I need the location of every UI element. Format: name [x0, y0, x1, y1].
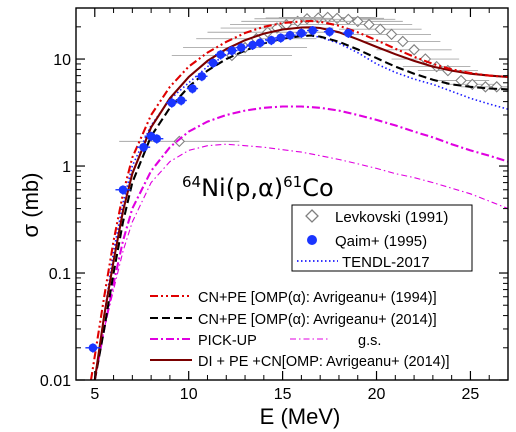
legend-dipecn-label: DI + PE +CN[OMP: Avrigeanu+ (2014)]: [198, 354, 450, 370]
legend-qaim-label: Qaim+ (1995): [335, 233, 427, 250]
reaction-product-mass: 61: [283, 173, 302, 191]
levkovski-point: [374, 23, 387, 36]
legend-top-box: [291, 204, 473, 272]
qaim-point: [197, 71, 207, 81]
qaim-point: [188, 84, 197, 93]
qaim-point: [167, 98, 177, 108]
reaction-label: 64Ni(p,α)61Co: [182, 173, 334, 202]
legend-levkovski-label: Levkovski (1991): [335, 209, 448, 226]
qaim-point: [236, 43, 246, 52]
qaim-point: [152, 134, 162, 144]
qaim-point: [267, 35, 276, 45]
levkovski-point: [408, 44, 420, 56]
qaim-point: [325, 27, 334, 37]
qaim-point: [276, 33, 286, 43]
x-tick-label: 15: [274, 386, 292, 403]
legend-top: Levkovski (1991) Qaim+ (1995) TENDL-2017: [291, 204, 473, 272]
qaim-point: [88, 343, 98, 353]
y-tick-label: 1: [62, 159, 71, 176]
reaction-prefix-mass: 64: [182, 173, 201, 191]
y-tick-label: 10: [53, 52, 71, 69]
plot-frame: [75, 7, 509, 381]
curve-cn-pe-omp-avrigeanu-1994-: [89, 19, 508, 380]
x-tick-label: 10: [180, 386, 198, 403]
x-tick-label: 20: [368, 386, 386, 403]
legend-cnpe1994-label: CN+PE [OMP(α): Avrigeanu+ (1994)]: [198, 290, 437, 306]
qaim-point: [208, 58, 218, 68]
qaim-point: [216, 50, 225, 59]
x-axis-title: E (MeV): [260, 404, 341, 429]
legend-gs-label: g.s.: [358, 333, 381, 349]
qaim-point: [255, 38, 265, 48]
y-tick-label: 0.1: [49, 266, 71, 283]
levkovski-point: [173, 135, 186, 148]
qaim-point: [139, 142, 148, 152]
reaction-product: Co: [302, 174, 333, 202]
levkovski-point: [351, 15, 364, 28]
qaim-point: [118, 185, 128, 195]
reaction-element: Ni(p,α): [201, 174, 283, 202]
x-tick-label: 5: [90, 386, 99, 403]
x-tick-label: 25: [462, 386, 480, 403]
legend-qaim-marker: [307, 235, 317, 245]
legend-pickup-label: PICK-UP: [198, 333, 257, 349]
legend-cnpe2014-label: CN+PE [OMP(α): Avrigeanu+ (2014)]: [198, 312, 437, 328]
levkovski-point: [342, 13, 355, 26]
levkovski-point: [321, 11, 334, 24]
axis-ticks: 5 10 15 20 25 0.01 0.1 1 10: [40, 8, 509, 403]
qaim-point: [285, 30, 295, 40]
qaim-point: [344, 28, 353, 38]
qaim-point: [297, 28, 306, 38]
qaim-point: [227, 46, 237, 55]
y-tick-label: 0.01: [40, 373, 71, 390]
levkovski-point: [331, 12, 343, 25]
levkovski-point: [490, 81, 503, 93]
qaim-point: [308, 26, 317, 35]
legend-tendl-label: TENDL-2017: [342, 254, 430, 271]
y-axis-title: σ (mb): [18, 173, 43, 238]
data-layer: [85, 11, 508, 380]
levkovski-point: [385, 28, 398, 41]
curve-di-pe-cn-omp-avrigeanu-2014-: [93, 26, 508, 380]
levkovski-point: [397, 35, 409, 48]
curve-pick-up: [93, 105, 508, 380]
curve-g-s-: [94, 143, 508, 380]
legend-bottom: CN+PE [OMP(α): Avrigeanu+ (1994)] CN+PE …: [150, 290, 450, 370]
curve-cn-pe-omp-avrigeanu-2014-: [93, 34, 508, 380]
legend-levkovski-marker: [305, 209, 319, 223]
qaim-point: [176, 96, 186, 105]
curve-tendl-2017: [94, 33, 508, 380]
